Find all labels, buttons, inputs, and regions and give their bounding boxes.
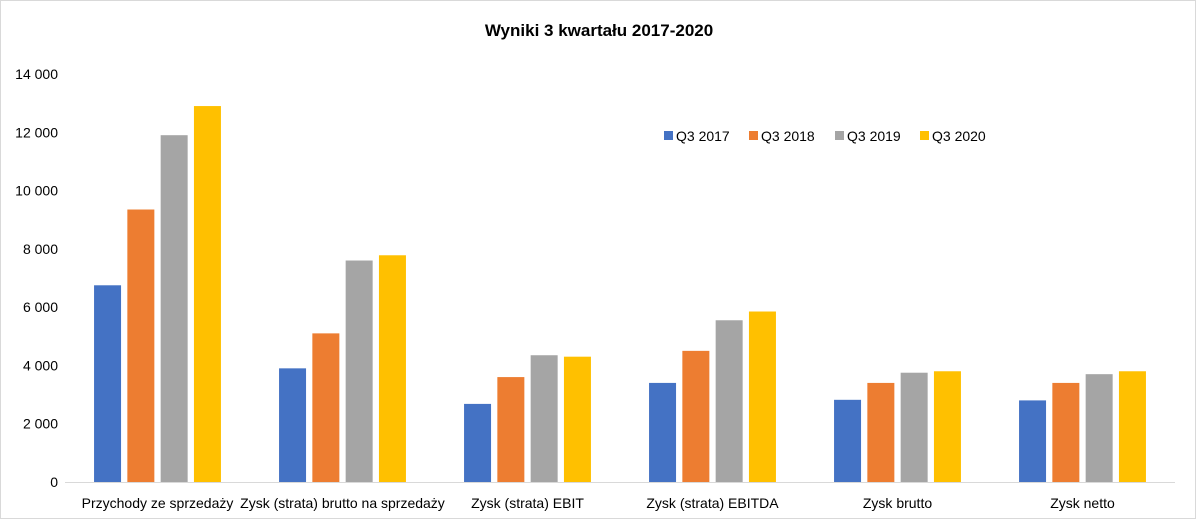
y-tick-label: 12 000 (15, 124, 58, 140)
chart-title: Wyniki 3 kwartału 2017-2020 (485, 21, 713, 40)
bar (834, 399, 862, 482)
bar (867, 382, 895, 482)
x-tick-label: Zysk (strata) EBIT (471, 495, 584, 511)
bar (649, 382, 677, 482)
bar (312, 333, 340, 482)
bar (279, 368, 307, 482)
y-tick-label: 14 000 (15, 66, 58, 82)
legend: Q3 2017 Q3 2018 Q3 2019 Q3 2020 (664, 128, 986, 144)
y-tick-label: 10 000 (15, 183, 58, 199)
legend-label: Q3 2019 (847, 128, 901, 144)
bar (193, 106, 221, 483)
y-axis: 0 2 000 4 000 6 000 8 000 10 000 12 000 14 000 (15, 66, 58, 490)
bar (464, 403, 492, 482)
bar (497, 377, 525, 482)
bar (933, 371, 961, 482)
x-axis: Przychody ze sprzedaży Zysk (strata) brut… (65, 482, 1175, 511)
y-tick-label: 6 000 (23, 299, 58, 315)
bar (1019, 400, 1047, 482)
bar (1052, 382, 1080, 482)
legend-swatch (749, 131, 758, 140)
bar (563, 356, 591, 482)
x-tick-label: Zysk (strata) brutto na sprzedaży (240, 495, 445, 511)
legend-swatch (920, 131, 929, 140)
legend-swatch (835, 131, 844, 140)
bar (127, 209, 155, 482)
bar (1118, 371, 1146, 482)
bar (160, 135, 188, 482)
legend-label: Q3 2020 (932, 128, 986, 144)
bars (94, 106, 1146, 483)
y-tick-label: 8 000 (23, 241, 58, 257)
bar (378, 255, 406, 482)
x-tick-label: Zysk brutto (863, 495, 932, 511)
bar (345, 260, 373, 482)
bar (900, 372, 928, 482)
bar (94, 285, 122, 482)
y-tick-label: 4 000 (23, 357, 58, 373)
legend-label: Q3 2018 (761, 128, 815, 144)
y-tick-label: 0 (50, 474, 58, 490)
legend-swatch (664, 131, 673, 140)
bar (530, 355, 558, 482)
y-tick-label: 2 000 (23, 416, 58, 432)
bar (1085, 374, 1113, 482)
bar (748, 311, 776, 482)
bar (715, 320, 743, 482)
x-tick-label: Przychody ze sprzedaży (82, 495, 234, 511)
x-tick-label: Zysk netto (1050, 495, 1115, 511)
legend-label: Q3 2017 (676, 128, 730, 144)
bar (682, 350, 710, 482)
x-tick-label: Zysk (strata) EBITDA (646, 495, 779, 511)
